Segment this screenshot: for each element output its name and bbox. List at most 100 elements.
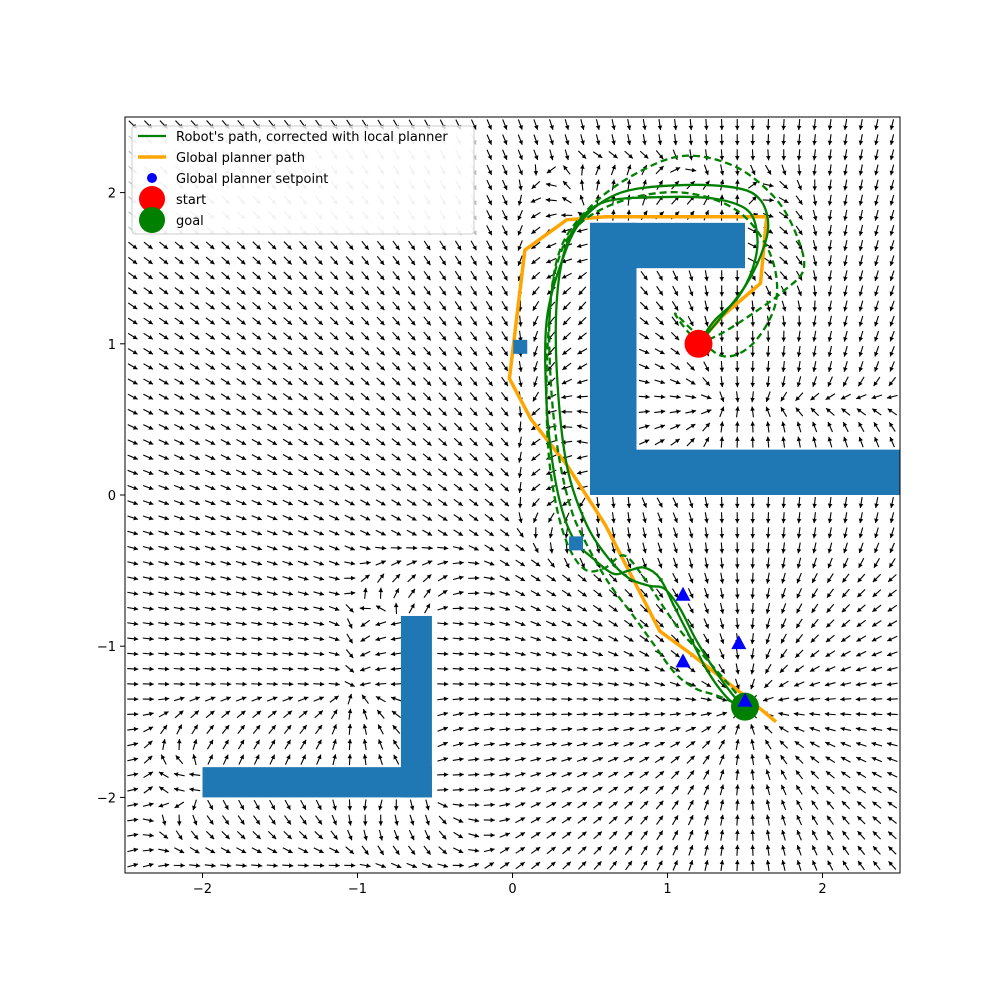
field-arrow-head-1455 xyxy=(597,787,603,792)
field-arrow-head-786 xyxy=(377,710,382,715)
field-arrow-head-1653 xyxy=(673,578,678,584)
field-arrow-head-1087 xyxy=(472,305,477,311)
field-arrow-head-766 xyxy=(364,290,369,295)
field-arrow-head-164 xyxy=(180,651,185,657)
field-arrow-head-1901 xyxy=(765,859,771,865)
field-arrow-head-456 xyxy=(273,621,278,627)
field-arrow-head-707 xyxy=(349,455,355,461)
field-arrow-head-1173 xyxy=(504,516,510,522)
field-arrow-head-2128 xyxy=(827,231,833,236)
field-arrow-head-125 xyxy=(164,485,169,491)
field-arrow-head-1732 xyxy=(707,711,712,717)
field-arrow-head-358 xyxy=(242,651,247,657)
field-arrow-head-2275 xyxy=(874,140,879,146)
field-arrow-head-1171 xyxy=(504,546,510,552)
field-arrow-head-1884 xyxy=(750,367,756,372)
field-arrow-head-1633 xyxy=(657,125,663,131)
field-arrow-head-1608 xyxy=(658,592,664,598)
field-arrow-head-2058 xyxy=(811,623,816,628)
field-arrow-head-816 xyxy=(379,260,385,265)
field-arrow-head-894 xyxy=(411,380,416,386)
field-arrow-head-2105 xyxy=(826,622,831,628)
field-arrow-head-250 xyxy=(211,863,216,868)
field-arrow-head-622 xyxy=(318,290,323,295)
field-arrow-head-1532 xyxy=(628,592,633,598)
field-arrow-head-2033 xyxy=(798,245,803,251)
field-arrow-head-1304 xyxy=(551,802,557,807)
field-arrow-head-1935 xyxy=(766,306,771,312)
field-arrow-head-1281 xyxy=(532,396,538,402)
field-arrow-head-1303 xyxy=(551,817,556,822)
field-arrow-head-1800 xyxy=(719,307,725,312)
x-tick-label-2: 0 xyxy=(508,882,516,897)
field-arrow-head-1192 xyxy=(503,230,508,236)
legend-label-2: Global planner setpoint xyxy=(176,172,328,187)
field-arrow-head-313 xyxy=(226,606,232,611)
field-arrow-head-1356 xyxy=(567,772,572,777)
field-arrow-head-1500 xyxy=(612,592,618,597)
field-arrow-head-2320 xyxy=(889,170,895,176)
field-arrow-head-1823 xyxy=(735,669,740,675)
field-arrow-head-412 xyxy=(257,561,263,566)
field-arrow-head-1501 xyxy=(612,577,618,583)
field-arrow-head-1568 xyxy=(642,533,647,539)
field-arrow-head-1198 xyxy=(503,140,508,145)
field-arrow-head-409 xyxy=(257,606,263,611)
field-arrow-head-2063 xyxy=(812,548,817,554)
field-arrow-head-2216 xyxy=(858,321,864,327)
field-arrow-head-2090 xyxy=(827,845,832,851)
field-arrow-head-2006 xyxy=(793,697,799,702)
field-arrow-head-617 xyxy=(318,365,324,370)
field-arrow-head-1079 xyxy=(472,426,478,431)
field-arrow-head-731 xyxy=(364,850,369,855)
field-arrow-head-427 xyxy=(256,335,262,340)
field-arrow-head-1588 xyxy=(642,140,647,146)
field-arrow-head-158 xyxy=(177,738,182,744)
setpoint-square-0 xyxy=(513,339,528,354)
field-arrow-head-639 xyxy=(332,754,337,759)
field-arrow-head-481 xyxy=(271,244,277,250)
field-arrow-head-1199 xyxy=(503,124,508,130)
field-arrow-head-1264 xyxy=(536,651,542,657)
field-arrow-head-1217 xyxy=(520,606,526,612)
field-arrow-head-606 xyxy=(319,531,324,536)
field-arrow-head-917 xyxy=(425,603,430,609)
field-arrow-head-651 xyxy=(334,576,340,581)
field-arrow-head-1456 xyxy=(597,772,603,777)
field-arrow-head-1285 xyxy=(533,336,538,342)
field-arrow-head-10 xyxy=(134,711,139,717)
field-arrow-head-140 xyxy=(163,259,169,265)
field-arrow-head-1467 xyxy=(597,607,603,612)
field-arrow-head-951 xyxy=(442,849,447,854)
field-arrow-head-1229 xyxy=(517,428,523,433)
field-arrow-head-1038 xyxy=(457,290,462,296)
field-arrow-head-2036 xyxy=(798,199,803,205)
field-arrow-head-1886 xyxy=(750,337,756,342)
field-arrow-head-54 xyxy=(148,802,154,807)
field-arrow-head-1289 xyxy=(531,274,537,280)
field-arrow-head-837 xyxy=(390,666,396,672)
field-arrow-head-1127 xyxy=(488,456,494,462)
field-arrow-head-1971 xyxy=(781,518,786,524)
field-arrow-head-1756 xyxy=(704,306,709,312)
field-arrow-head-613 xyxy=(318,425,324,431)
field-arrow-head-803 xyxy=(380,456,386,461)
field-arrow-head-861 xyxy=(395,305,400,311)
field-arrow-head-1112 xyxy=(490,681,495,687)
field-arrow-head-660 xyxy=(334,440,339,446)
field-arrow-head-71 xyxy=(148,546,154,551)
field-arrow-head-2139 xyxy=(842,815,847,821)
field-arrow-head-1684 xyxy=(689,770,695,776)
field-arrow-head-529 xyxy=(287,244,292,250)
field-arrow-head-165 xyxy=(180,636,185,642)
field-arrow-head-666 xyxy=(333,350,339,356)
field-arrow-head-597 xyxy=(319,666,325,672)
legend: Robot's path, corrected with local plann… xyxy=(131,125,475,235)
field-arrow-head-1915 xyxy=(765,654,770,659)
field-arrow-head-1861 xyxy=(750,754,755,759)
field-arrow-head-1552 xyxy=(644,771,649,776)
field-arrow-head-1748 xyxy=(705,422,710,428)
field-arrow-head-754 xyxy=(365,471,370,476)
field-arrow-head-1411 xyxy=(583,696,588,702)
field-arrow-head-827 xyxy=(395,850,400,855)
